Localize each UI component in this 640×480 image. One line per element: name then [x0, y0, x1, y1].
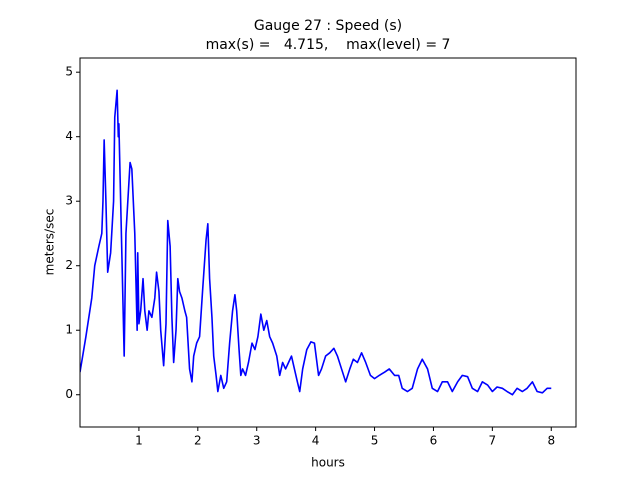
y-tick-label: 1 — [65, 323, 73, 337]
x-tick-label: 7 — [489, 434, 497, 448]
x-tick-label: 2 — [194, 434, 202, 448]
x-axis-label: hours — [311, 456, 345, 470]
y-tick-label: 0 — [65, 387, 73, 401]
data-line — [80, 89, 552, 396]
chart-subtitle: max(s) = 4.715, max(level) = 7 — [206, 37, 451, 53]
x-tick-label: 3 — [253, 434, 261, 448]
plot-frame — [79, 57, 577, 428]
x-tick-label: 1 — [135, 434, 143, 448]
y-tick-label: 3 — [65, 194, 73, 208]
y-axis-label: meters/sec — [43, 209, 57, 276]
chart-title: Gauge 27 : Speed (s) — [254, 18, 402, 34]
x-tick-label: 6 — [430, 434, 438, 448]
x-tick-label: 5 — [371, 434, 379, 448]
y-tick-label: 5 — [65, 65, 73, 79]
x-tick-label: 4 — [312, 434, 320, 448]
x-tick-label: 8 — [547, 434, 555, 448]
y-tick-label: 4 — [65, 129, 73, 143]
y-tick-label: 2 — [65, 258, 73, 272]
